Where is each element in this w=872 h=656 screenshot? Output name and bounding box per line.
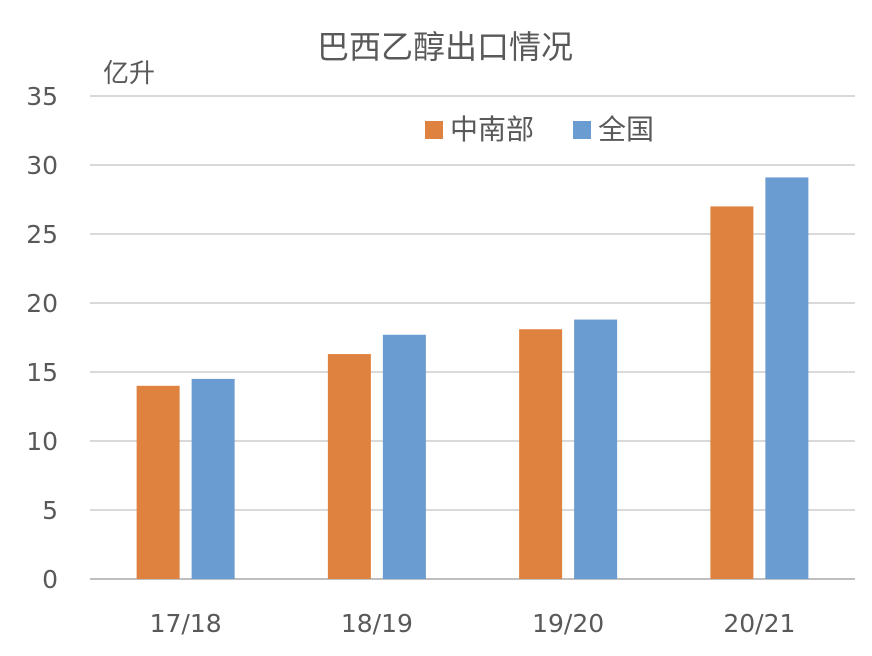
x-axis-ticks: 17/18 18/19 19/20 20/21: [150, 609, 796, 638]
bar-0-1: [327, 354, 371, 579]
y-tick-label: 35: [26, 82, 58, 111]
y-tick-label: 25: [26, 220, 58, 249]
y-axis-unit-label: 亿升: [103, 59, 155, 89]
bars: [136, 177, 809, 580]
x-tick-label: 19/20: [532, 609, 604, 638]
legend-label-0: 中南部: [450, 113, 534, 146]
x-tick-label: 18/19: [341, 609, 413, 638]
y-tick-label: 0: [42, 565, 58, 594]
y-tick-label: 15: [26, 358, 58, 387]
y-tick-label: 5: [42, 496, 58, 525]
bar-0-2: [519, 329, 563, 579]
x-tick-label: 17/18: [150, 609, 222, 638]
bar-0-0: [136, 385, 180, 579]
legend-label-1: 全国: [598, 113, 654, 146]
bar-0-3: [710, 206, 754, 579]
y-axis-ticks: 0 5 10 15 20 25 30 35: [26, 82, 58, 594]
legend: 中南部 全国: [425, 113, 654, 146]
x-tick-label: 20/21: [723, 609, 795, 638]
legend-swatch-0: [425, 121, 443, 139]
y-tick-label: 20: [26, 289, 58, 318]
y-tick-label: 10: [26, 427, 58, 456]
chart-title: 巴西乙醇出口情况: [317, 28, 573, 66]
bar-1-2: [574, 319, 618, 579]
bar-1-0: [191, 378, 235, 579]
bar-1-1: [382, 334, 426, 579]
legend-swatch-1: [573, 121, 591, 139]
y-tick-label: 30: [26, 151, 58, 180]
bar-1-3: [765, 177, 809, 580]
